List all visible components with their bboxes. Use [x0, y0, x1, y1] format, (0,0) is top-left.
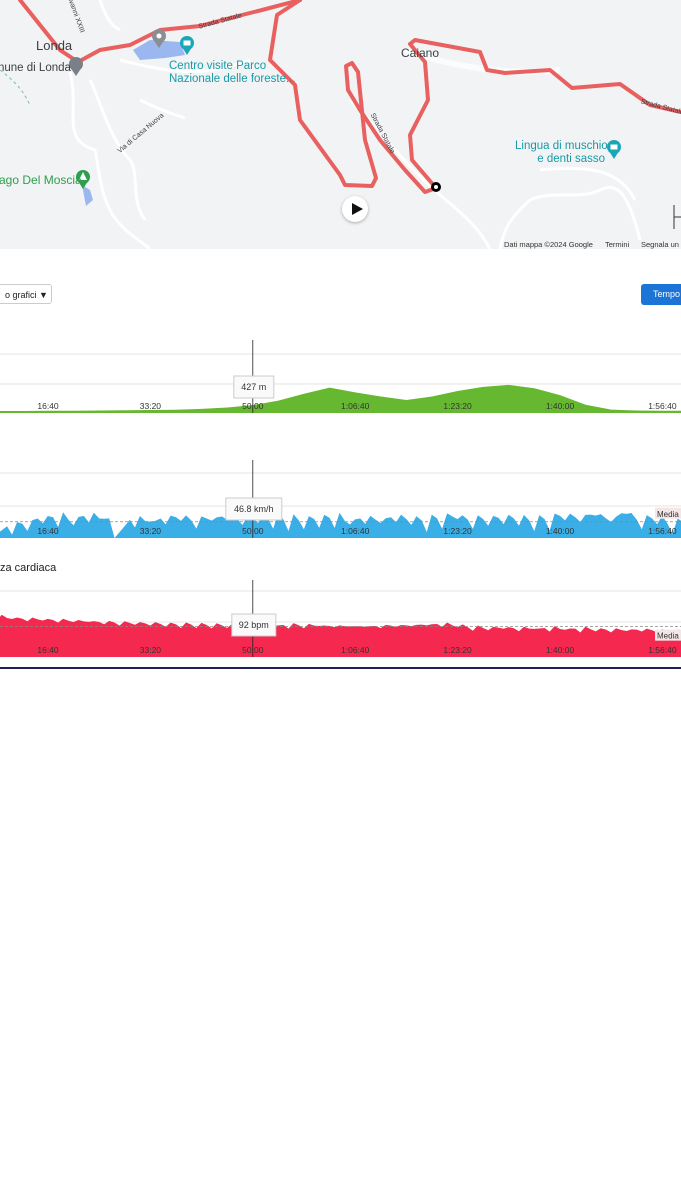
- heart-rate-area: [0, 614, 681, 657]
- play-icon[interactable]: [342, 196, 368, 222]
- map-report-link[interactable]: Segnala un: [641, 240, 679, 249]
- camera-poi-icon: [180, 36, 194, 55]
- cursor-tooltip-value: 46.8 km/h: [234, 504, 274, 514]
- landmark-pin-icon: [69, 57, 83, 76]
- speed-area: [0, 512, 681, 538]
- map-label-caiano: Caiano: [401, 46, 440, 60]
- poi-line: Nazionale delle foreste...: [169, 73, 296, 85]
- tree-poi-icon: [76, 170, 90, 189]
- map-poi-centro-visite[interactable]: Centro visite Parco Nazionale delle fores…: [169, 60, 296, 86]
- elevation-area: [0, 384, 681, 413]
- heart-rate-chart-title: za cardiaca: [0, 562, 57, 574]
- map-poi-lago[interactable]: ago Del Moscia: [0, 173, 82, 187]
- location-pin-icon: [152, 29, 166, 48]
- map-roads: [0, 0, 642, 249]
- x-tick-label: 1:23:20: [443, 401, 472, 411]
- route-line: [268, 0, 681, 194]
- x-tick-label: 33:20: [140, 526, 162, 536]
- poi-line: e denti sasso: [537, 153, 605, 165]
- x-tick-label: 1:40:00: [546, 645, 575, 655]
- time-axis-button[interactable]: Tempo: [641, 284, 681, 305]
- charts-dropdown[interactable]: o grafici ▼: [0, 284, 52, 304]
- map-data-attribution: Dati mappa ©2024 Google: [504, 240, 593, 249]
- map-canvas: [0, 0, 681, 249]
- x-tick-label: 1:40:00: [546, 526, 575, 536]
- route-end-marker-icon: [431, 182, 441, 192]
- x-tick-label: 1:56:40: [648, 645, 677, 655]
- x-tick-label: 33:20: [140, 401, 162, 411]
- x-tick-label: 33:20: [140, 645, 162, 655]
- x-tick-label: 1:23:20: [443, 645, 472, 655]
- average-label: Media: [657, 510, 679, 519]
- x-tick-label: 1:06:40: [341, 526, 370, 536]
- x-tick-label: 16:40: [37, 645, 59, 655]
- map-label-comune[interactable]: nune di Londa: [0, 62, 71, 74]
- map-label-londa: Londa: [36, 38, 73, 53]
- x-tick-label: 1:23:20: [443, 526, 472, 536]
- cursor-tooltip: [233, 375, 275, 399]
- cursor-tooltip-value: 92 bpm: [239, 620, 269, 630]
- map-poi-lingua[interactable]: Lingua di muschio e denti sasso: [515, 140, 608, 166]
- route-map[interactable]: Londa nune di Londa Centro visite Parco N…: [0, 0, 681, 249]
- poi-line: Lingua di muschio: [515, 140, 608, 152]
- average-label-bg: [655, 507, 681, 519]
- route-line: [18, 0, 302, 64]
- elevation-chart[interactable]: 16:40 33:20 50:00 1:06:40 1:23:20 1:40:00 1:56…: [0, 340, 681, 420]
- map-terms-link[interactable]: Termini: [605, 240, 630, 249]
- x-tick-label: 1:56:40: [648, 526, 677, 536]
- cursor-tooltip-value: 427 m: [241, 382, 266, 392]
- average-label: Media: [657, 632, 679, 641]
- lake-shape: [133, 40, 185, 60]
- camera-poi-icon: [607, 140, 621, 159]
- scale-bar-icon: [673, 205, 681, 229]
- cursor-tooltip: [225, 497, 283, 521]
- average-label-bg: [655, 629, 681, 641]
- divider: [0, 667, 681, 669]
- x-tick-label: 1:06:40: [341, 401, 370, 411]
- lake-shape: [82, 185, 93, 206]
- x-tick-label: 1:56:40: [648, 401, 677, 411]
- x-tick-label: 16:40: [37, 526, 59, 536]
- poi-line: Centro visite Parco: [169, 60, 267, 72]
- x-tick-label: 1:40:00: [546, 401, 575, 411]
- x-tick-label: 16:40: [37, 401, 59, 411]
- x-tick-label: 1:06:40: [341, 645, 370, 655]
- cursor-tooltip: [231, 613, 277, 637]
